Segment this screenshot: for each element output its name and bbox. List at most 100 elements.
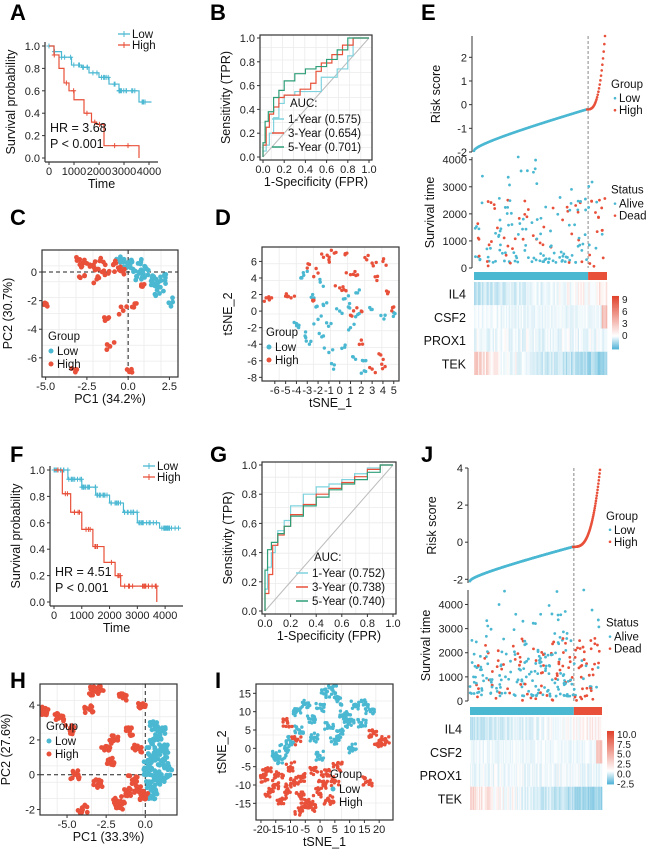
heatmap-cell	[587, 740, 590, 764]
heatmap-cell	[487, 763, 489, 787]
heatmap-cell	[540, 786, 542, 810]
heatmap-cell	[474, 740, 477, 764]
alive-point	[522, 694, 526, 698]
heatmap-cell	[571, 328, 573, 352]
alive-point	[567, 223, 571, 227]
heatmap-cell	[476, 282, 479, 306]
heatmap-cell	[521, 717, 524, 741]
risk-score-point	[597, 475, 601, 479]
heatmap-cell	[591, 717, 593, 741]
panel-label-J: J	[421, 442, 433, 467]
heatmap-cell	[481, 305, 484, 329]
heatmap-cell	[528, 328, 531, 352]
heatmap-cell	[519, 351, 521, 375]
heatmap-cell	[524, 763, 526, 787]
heatmap-cell	[592, 351, 594, 375]
heatmap-cell	[510, 740, 512, 764]
dead-point	[587, 673, 591, 677]
point-low	[270, 749, 275, 754]
point-high	[345, 251, 349, 255]
point-low	[118, 254, 123, 260]
alive-point	[521, 619, 525, 623]
point-low	[283, 744, 287, 749]
point-high	[120, 308, 126, 314]
alive-point	[573, 223, 577, 227]
point-high	[124, 304, 130, 310]
alive-point	[596, 618, 600, 622]
heatmap-cell	[583, 786, 585, 810]
point-low	[158, 274, 163, 280]
heatmap-cell	[553, 351, 556, 375]
x-tick-label: -2	[313, 385, 323, 397]
heatmap-cell	[523, 282, 525, 306]
heatmap-cell	[484, 351, 487, 375]
heatmap-cell	[564, 717, 566, 741]
heatmap-cell	[571, 740, 573, 764]
heatmap-cell	[604, 328, 606, 352]
heatmap-cell	[536, 328, 539, 352]
heatmap-cell	[597, 351, 600, 375]
alive-point	[554, 651, 557, 655]
heatmap-cell	[551, 763, 553, 787]
dead-point	[551, 206, 555, 210]
heatmap-cell	[585, 740, 587, 764]
heatmap-cell	[551, 740, 553, 764]
heatmap-cell	[497, 717, 499, 741]
point-low	[163, 749, 169, 755]
y-tick-label: -2	[247, 323, 257, 335]
y-tick-label: -2	[453, 574, 463, 586]
heatmap-cell	[522, 740, 524, 764]
point-high	[76, 274, 82, 280]
heatmap-cell	[587, 351, 589, 375]
alive-point	[570, 253, 574, 257]
alive-point	[563, 260, 567, 264]
point-high	[300, 797, 305, 801]
heatmap-cell	[516, 351, 519, 375]
dead-point	[578, 639, 582, 643]
alive-point	[568, 258, 572, 262]
x-axis-title: Time	[88, 177, 115, 191]
heatmap-cell	[561, 763, 563, 787]
heatmap-cell	[579, 717, 581, 741]
heatmap-cell	[475, 717, 477, 741]
point-high	[348, 272, 353, 277]
heatmap-cell	[526, 763, 528, 787]
point-high	[305, 805, 309, 810]
heatmap-cell	[557, 282, 560, 306]
legend-dot	[608, 540, 612, 544]
heatmap-cell	[531, 717, 533, 741]
point-low	[305, 269, 309, 274]
point-low	[165, 742, 170, 748]
point-high	[112, 269, 117, 275]
dead-point	[516, 652, 520, 655]
heatmap-cell	[529, 351, 532, 375]
heatmap-cell	[585, 328, 588, 352]
heatmap-cell	[541, 328, 544, 352]
point-high	[123, 697, 129, 703]
heatmap-cell	[496, 717, 498, 741]
point-low	[159, 772, 164, 777]
x-tick-label: 2	[358, 385, 364, 397]
point-low	[330, 348, 335, 352]
point-low	[149, 727, 155, 733]
point-low	[143, 779, 149, 784]
heatmap-cell	[575, 305, 577, 329]
heatmap-cell	[573, 786, 575, 810]
heatmap-cell	[486, 763, 488, 787]
y-tick-label: 0	[461, 100, 467, 112]
heatmap-cell	[553, 282, 556, 306]
heatmap-cell	[512, 740, 515, 764]
point-high	[370, 367, 374, 371]
point-low	[341, 297, 346, 301]
heatmap-cell	[589, 740, 591, 764]
heatmap-cell	[543, 305, 545, 329]
heatmap-cell	[553, 786, 555, 810]
heatmap-cell	[520, 740, 522, 764]
censor-mark	[99, 74, 105, 80]
heatmap-cell	[573, 328, 576, 352]
alive-point	[475, 666, 479, 669]
alive-point	[497, 197, 501, 200]
point-low	[134, 274, 140, 280]
alive-point	[544, 655, 547, 659]
point-low	[371, 711, 375, 716]
